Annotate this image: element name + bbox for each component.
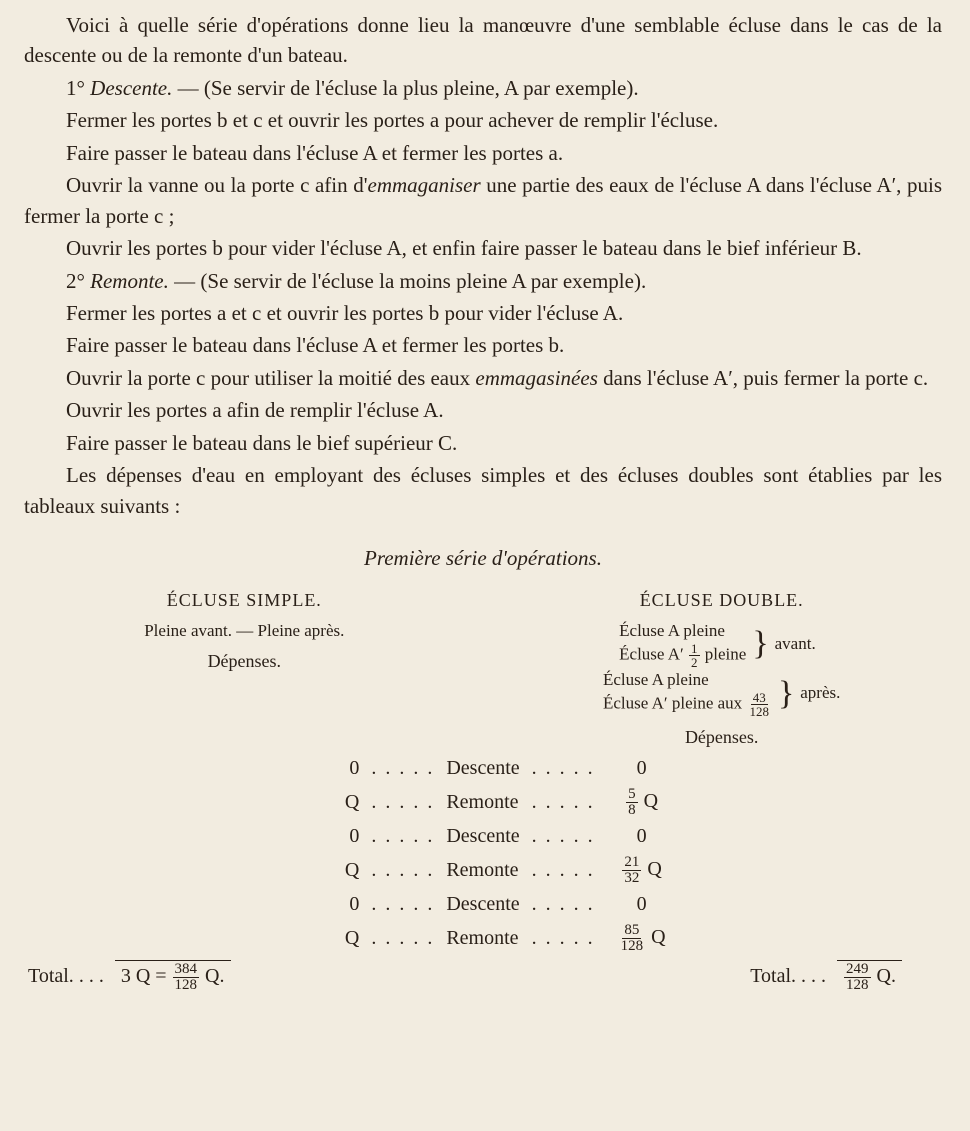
operations-table: 0. . . . .Descente. . . . .0Q. . . . .Re… xyxy=(283,752,682,956)
paragraph: Faire passer le bateau dans l'écluse A e… xyxy=(24,138,942,168)
table-row: Q. . . . .Remonte. . . . .58 Q xyxy=(283,785,682,820)
cell-left-value: Q xyxy=(283,853,365,888)
cell-right-value: 2132 Q xyxy=(601,853,683,888)
frac-num: 43 xyxy=(751,691,768,705)
frac-den: 128 xyxy=(747,705,771,718)
frac-den: 128 xyxy=(844,978,871,993)
frac-den: 2 xyxy=(689,656,700,669)
table-row: 0. . . . .Descente. . . . .0 xyxy=(283,752,682,785)
cell-right-value: 0 xyxy=(601,752,683,785)
text: 1° xyxy=(66,76,85,100)
subheader-double: Écluse A pleine Écluse A′ 12 pleine } av… xyxy=(501,620,942,718)
cell-left-value: 0 xyxy=(283,888,365,921)
table-headers: ÉCLUSE SIMPLE. Pleine avant. — Pleine ap… xyxy=(24,587,942,751)
cell-dots: . . . . . xyxy=(365,785,440,820)
cell-operation: Descente xyxy=(440,820,525,853)
cell-dots: . . . . . xyxy=(526,752,601,785)
cell-left-value: Q xyxy=(283,785,365,820)
cell-operation: Remonte xyxy=(440,921,525,956)
paragraph: 2° Remonte. — (Se servir de l'écluse la … xyxy=(24,266,942,296)
text: Q. xyxy=(200,965,224,987)
cell-right-value: 58 Q xyxy=(601,785,683,820)
text: Écluse A pleine xyxy=(603,670,709,689)
text: pleine xyxy=(701,644,747,663)
paragraph: Ouvrir les portes a afin de remplir l'éc… xyxy=(24,395,942,425)
text: — (Se servir de l'écluse la moins pleine… xyxy=(174,269,646,293)
table-row: Q. . . . .Remonte. . . . .2132 Q xyxy=(283,853,682,888)
cell-right-value: 0 xyxy=(601,820,683,853)
cell-dots: . . . . . xyxy=(365,752,440,785)
cell-dots: . . . . . xyxy=(365,820,440,853)
brace-icon: } xyxy=(752,630,768,657)
cell-right-value: 85128 Q xyxy=(601,921,683,956)
paragraph: Fermer les portes b et c et ouvrir les p… xyxy=(24,105,942,135)
cell-dots: . . . . . xyxy=(526,921,601,956)
paragraph: Les dépenses d'eau en employant des éclu… xyxy=(24,460,942,521)
paragraph: Faire passer le bateau dans le bief supé… xyxy=(24,428,942,458)
cell-operation: Remonte xyxy=(440,853,525,888)
frac-num: 249 xyxy=(844,962,871,978)
total-label: Total. xyxy=(28,965,74,987)
text: 3 Q = xyxy=(121,965,172,987)
paragraph: Voici à quelle série d'opérations donne … xyxy=(24,10,942,71)
series-title: Première série d'opérations. xyxy=(24,543,942,573)
paragraph: Fermer les portes a et c et ouvrir les p… xyxy=(24,298,942,328)
cell-left-value: 0 xyxy=(283,820,365,853)
cell-dots: . . . . . xyxy=(365,921,440,956)
depenses-label: Dépenses. xyxy=(501,724,942,750)
header-simple: ÉCLUSE SIMPLE. xyxy=(24,587,465,613)
text: Q. xyxy=(872,965,896,987)
cell-dots: . . . . . xyxy=(365,853,440,888)
paragraph: 1° Descente. — (Se servir de l'écluse la… xyxy=(24,73,942,103)
col-simple: ÉCLUSE SIMPLE. Pleine avant. — Pleine ap… xyxy=(24,587,465,751)
table-row: 0. . . . .Descente. . . . .0 xyxy=(283,888,682,921)
total-simple: Total. . . . 3 Q = 384128 Q. xyxy=(24,960,231,993)
subheader-simple: Pleine avant. — Pleine après. xyxy=(24,620,465,642)
text: 2° xyxy=(66,269,85,293)
cell-dots: . . . . . xyxy=(526,853,601,888)
text: — (Se servir de l'écluse la plus pleine,… xyxy=(178,76,639,100)
frac-den: 128 xyxy=(173,978,200,993)
em-text: Remonte. xyxy=(90,269,169,293)
brace-icon: } xyxy=(778,680,794,707)
page: Voici à quelle série d'opérations donne … xyxy=(0,0,970,1013)
em-text: Descente. xyxy=(90,76,172,100)
paragraph: Faire passer le bateau dans l'écluse A e… xyxy=(24,330,942,360)
header-double: ÉCLUSE DOUBLE. xyxy=(501,587,942,613)
frac-num: 1 xyxy=(689,642,700,656)
cell-right-value: 0 xyxy=(601,888,683,921)
cell-dots: . . . . . xyxy=(365,888,440,921)
text: Ouvrir la vanne ou la porte c afin d' xyxy=(66,173,368,197)
cell-left-value: Q xyxy=(283,921,365,956)
text: avant. xyxy=(775,633,816,655)
table-row: Q. . . . .Remonte. . . . .85128 Q xyxy=(283,921,682,956)
paragraph: Ouvrir la vanne ou la porte c afin d'emm… xyxy=(24,170,942,231)
table-row: 0. . . . .Descente. . . . .0 xyxy=(283,820,682,853)
paragraph: Ouvrir la porte c pour utiliser la moiti… xyxy=(24,363,942,393)
cell-dots: . . . . . xyxy=(526,888,601,921)
text: Écluse A′ xyxy=(619,644,688,663)
dots: . . . xyxy=(79,965,104,987)
text: après. xyxy=(800,682,840,704)
cell-dots: . . . . . xyxy=(526,820,601,853)
cell-operation: Remonte xyxy=(440,785,525,820)
cell-left-value: 0 xyxy=(283,752,365,785)
text: Écluse A′ pleine aux xyxy=(603,693,746,712)
cell-operation: Descente xyxy=(440,752,525,785)
frac-num: 384 xyxy=(173,962,200,978)
col-double: ÉCLUSE DOUBLE. Écluse A pleine Écluse A′… xyxy=(501,587,942,751)
em-text: emmaganiser xyxy=(368,173,481,197)
cell-operation: Descente xyxy=(440,888,525,921)
cell-dots: . . . . . xyxy=(526,785,601,820)
paragraph: Ouvrir les portes b pour vider l'écluse … xyxy=(24,233,942,263)
text: Écluse A pleine xyxy=(619,621,725,640)
dots: . . . xyxy=(801,965,826,987)
totals-row: Total. . . . 3 Q = 384128 Q. Total. . . … xyxy=(24,960,942,993)
text: Ouvrir la porte c pour utiliser la moiti… xyxy=(66,366,475,390)
total-label: Total. xyxy=(750,965,796,987)
em-text: emmagasinées xyxy=(475,366,597,390)
text: dans l'écluse A′, puis fermer la porte c… xyxy=(598,366,928,390)
depenses-label: Dépenses. xyxy=(24,648,465,674)
total-double: Total. . . . 249128 Q. xyxy=(750,960,942,993)
